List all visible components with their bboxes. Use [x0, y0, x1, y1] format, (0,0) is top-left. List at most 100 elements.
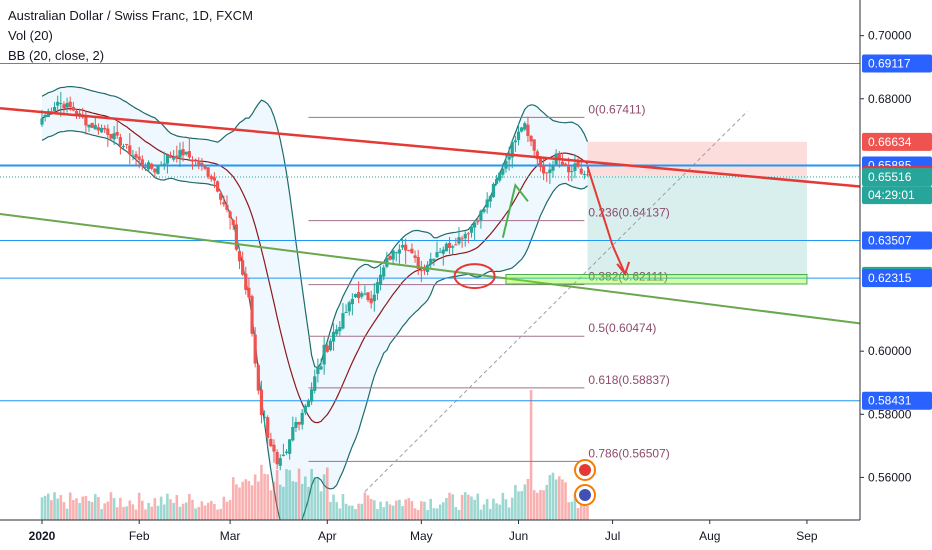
candle-body — [310, 389, 314, 402]
volume-bar — [583, 502, 586, 520]
volume-bar — [517, 491, 520, 520]
candle-body — [410, 248, 414, 254]
candle-body — [404, 244, 408, 251]
volume-bar — [131, 504, 135, 520]
candle-body — [322, 344, 326, 365]
price-badge-label-0: 0.69117 — [868, 57, 911, 71]
green-support-trendline — [0, 212, 860, 325]
candle-body — [288, 439, 292, 454]
candle-body — [68, 101, 72, 108]
volume-bar — [213, 504, 216, 520]
candle-body — [570, 171, 574, 173]
candle-body — [369, 298, 373, 304]
volume-bar — [410, 501, 414, 520]
volume-bar — [460, 494, 464, 520]
candle-body — [523, 123, 527, 130]
candle-body — [510, 142, 514, 158]
candle-body — [187, 151, 191, 158]
volume-bar — [300, 483, 304, 520]
candle-body — [463, 234, 467, 239]
price-tick-label-4: 0.56000 — [868, 470, 912, 484]
volume-bar — [501, 492, 505, 520]
candle-body — [582, 174, 586, 176]
green-arrow-annotation — [501, 182, 529, 238]
candle-body — [563, 163, 568, 166]
candle-body — [159, 165, 163, 167]
volume-indicator-label: Vol (20) — [8, 28, 53, 43]
volume-bar — [153, 498, 157, 520]
candle-body — [347, 302, 351, 312]
volume-bar — [347, 505, 351, 520]
candle-body — [143, 166, 148, 168]
candle-body — [59, 102, 63, 104]
candle-body — [90, 122, 94, 128]
candle-body — [266, 417, 270, 438]
candle-body — [272, 444, 276, 452]
volume-bar — [93, 494, 97, 520]
candle-body — [460, 238, 464, 240]
candle-body — [128, 145, 132, 155]
volume-bar — [445, 497, 448, 520]
volume-bar — [495, 503, 498, 520]
candle-body — [372, 294, 376, 302]
volume-bar — [231, 477, 235, 520]
volume-bar — [476, 493, 480, 520]
volume-bar — [435, 508, 439, 520]
price-badge-8 — [862, 269, 932, 288]
candle-body — [203, 166, 207, 169]
red-resistance-trendline — [0, 106, 860, 188]
candle-body — [52, 106, 57, 112]
volume-bar — [366, 495, 370, 520]
price-badge-0 — [862, 54, 932, 73]
volume-bar — [441, 502, 445, 520]
volume-bar — [335, 502, 338, 520]
volume-bar — [203, 505, 207, 520]
candle-body — [281, 454, 285, 457]
volume-bar — [369, 498, 373, 520]
candle-body — [357, 292, 361, 299]
volume-bar — [65, 508, 69, 520]
candle-body — [225, 204, 229, 210]
candle-body — [222, 202, 226, 205]
candle-body — [137, 156, 141, 160]
volume-bar — [310, 468, 313, 520]
volume-bar — [344, 503, 348, 520]
candle-body — [501, 168, 505, 175]
volume-bar — [429, 498, 433, 520]
candle-body — [416, 256, 420, 269]
volume-bar — [579, 501, 583, 520]
volume-bar — [46, 493, 50, 520]
volume-bar — [360, 503, 364, 520]
bollinger-basis-line — [41, 108, 588, 424]
volume-bar — [247, 481, 251, 520]
fib-level-label-0: 0(0.67411) — [588, 102, 645, 116]
volume-bar — [250, 485, 254, 520]
volume-bar — [351, 505, 354, 520]
volume-bar — [188, 493, 191, 520]
volume-bar — [109, 492, 113, 520]
candle-body — [181, 149, 185, 156]
candle-body — [438, 251, 442, 253]
candle-body — [131, 155, 135, 157]
candle-body — [319, 366, 323, 370]
candle-body — [491, 183, 496, 198]
time-tick-label-5: Jun — [509, 529, 528, 543]
candle-body — [125, 143, 129, 145]
price-badge-label-4: 0.65516 — [868, 170, 912, 184]
volume-bar — [551, 472, 555, 520]
volume-bar — [329, 501, 332, 520]
price-badge-label-8: 0.62315 — [868, 271, 912, 285]
candle-body — [344, 311, 348, 313]
volume-bar — [228, 500, 232, 520]
price-badge-9 — [862, 391, 932, 410]
candle-body — [121, 145, 126, 147]
volume-bar — [382, 507, 386, 520]
candle-body — [494, 178, 499, 184]
volume-bar — [169, 499, 172, 520]
candle-body — [567, 166, 571, 173]
volume-bar — [332, 494, 335, 520]
candle-body — [331, 331, 336, 342]
candle-body — [516, 131, 521, 141]
candle-body — [253, 334, 257, 364]
